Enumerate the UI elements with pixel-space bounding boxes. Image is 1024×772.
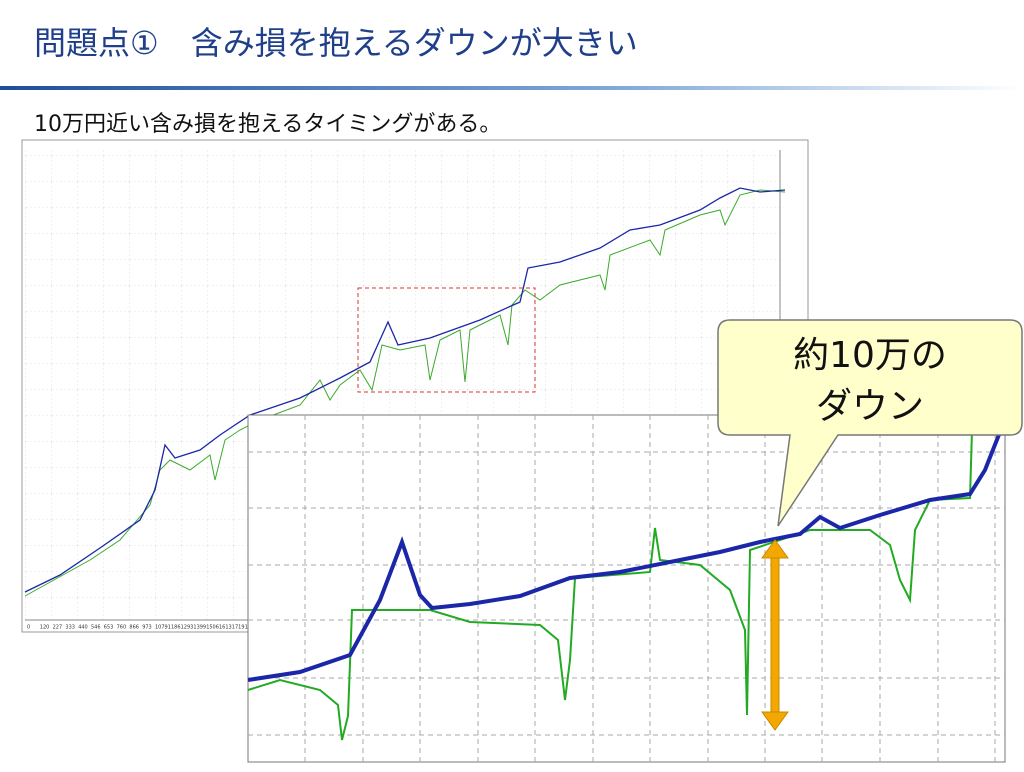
x-tick-label: 973 [142,625,152,631]
x-tick-label: 120 [40,625,50,631]
x-tick-label: 1719 [232,625,245,631]
callout-text: ダウン [816,386,924,427]
x-tick-label: 866 [129,625,139,631]
equity-line [24,189,786,597]
body-text: 10万円近い含み損を抱えるタイミングがある。 [34,112,501,137]
x-tick-label: 333 [65,625,75,631]
x-tick-label: 1186 [168,625,181,631]
drawdown-arrow [761,539,789,731]
x-tick-label: 1399 [193,625,206,631]
balance-line [24,187,786,593]
x-labels: 0 120 227 333 440 546 653 760 866 973 1079 1186 1293… [27,625,257,631]
callout-text: 約10万の [793,335,947,376]
x-tick-label: 0 [27,625,30,631]
x-tick-label: 653 [104,625,114,631]
x-tick-label: 1506 [206,625,219,631]
title-rule [0,86,1024,90]
x-tick-label: 1613 [219,625,232,631]
balance-line [247,431,1002,682]
x-tick-label: 546 [91,625,101,631]
zoom-frame [247,414,1006,763]
equity-line [247,429,973,741]
zoom-chart [247,414,1006,763]
x-tick-label: 227 [53,625,63,631]
x-tick-label: 1293 [181,625,194,631]
title: 問題点① 含み損を抱えるダウンが大きい [34,24,638,62]
x-tick-label: 760 [117,625,127,631]
x-tick-label: 1079 [155,625,168,631]
x-tick-label: 440 [78,625,88,631]
callout: 約10万の ダウン [717,319,1023,527]
